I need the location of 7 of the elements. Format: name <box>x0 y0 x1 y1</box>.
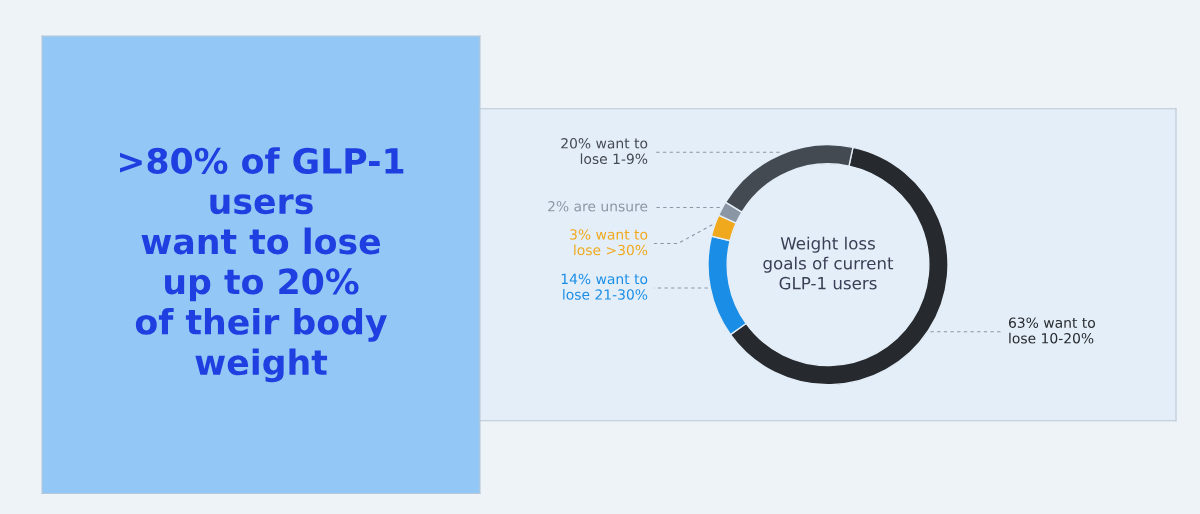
slice-label: 14% want to lose 21-30% <box>561 273 648 300</box>
slice-label: 63% want to lose 10-20% <box>1008 317 1095 344</box>
text: Weight loss goals of current GLP-1 users <box>763 236 894 290</box>
slice-label: 20% want to lose 1-9% <box>561 138 648 165</box>
text: >80% of GLP-1 users want to lose up to 20% of their body weight <box>119 147 404 383</box>
slice-label: 2% are unsure <box>548 200 648 212</box>
slice-label: 3% want to lose >30% <box>570 229 648 256</box>
